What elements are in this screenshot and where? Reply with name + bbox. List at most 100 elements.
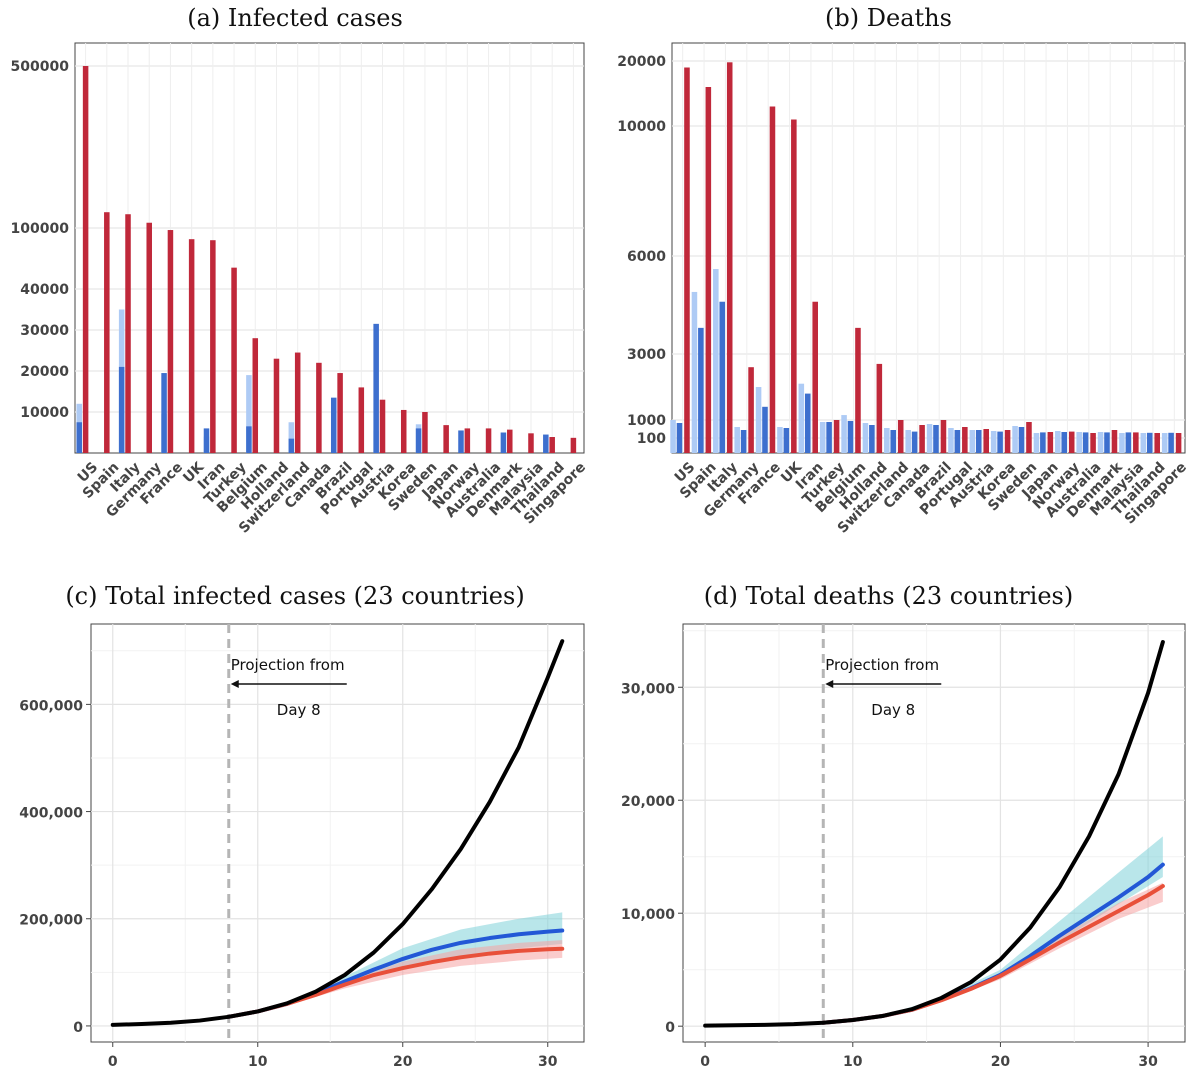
bar-france-2 bbox=[769, 106, 776, 453]
bar-australia-2 bbox=[1090, 433, 1096, 453]
bar-iran-1 bbox=[203, 428, 210, 453]
chart-c-title: (c) Total infected cases (23 countries) bbox=[65, 582, 525, 610]
bar-germany-2 bbox=[748, 367, 754, 453]
bar-canada-2 bbox=[919, 425, 925, 453]
bar-norway-1 bbox=[458, 430, 464, 453]
y-tick-label: 6000 bbox=[627, 249, 666, 265]
bar-denmark-2 bbox=[1111, 430, 1118, 453]
y-tick-label: 1000 bbox=[627, 413, 666, 429]
bar-holland-2 bbox=[876, 363, 883, 453]
plot-panel bbox=[671, 42, 1186, 454]
bar-us-2 bbox=[82, 66, 89, 453]
bar-belgium-2 bbox=[855, 327, 861, 453]
y-tick-label: 200,000 bbox=[19, 913, 83, 929]
annotation-line-1: Projection from bbox=[231, 656, 345, 674]
bar-italy-1 bbox=[719, 301, 726, 453]
bar-korea-1 bbox=[997, 431, 1003, 453]
bar-france-0 bbox=[755, 387, 762, 453]
bar-switzerland-2 bbox=[897, 420, 904, 453]
bar-iran-1 bbox=[804, 393, 811, 453]
y-tick-label: 30,000 bbox=[621, 681, 675, 697]
bar-malaysia-1 bbox=[1125, 432, 1132, 453]
y-tick-label: 600,000 bbox=[19, 698, 83, 714]
bar-japan-2 bbox=[1047, 432, 1054, 453]
y-tick-label: 3000 bbox=[627, 347, 666, 363]
y-tick-label: 0 bbox=[73, 1020, 83, 1036]
x-tick-label: 20 bbox=[393, 1054, 413, 1070]
bar-austria-1 bbox=[373, 323, 379, 453]
bar-thailand-0 bbox=[1140, 433, 1147, 453]
series-line-0 bbox=[703, 640, 1165, 1028]
bar-korea-2 bbox=[400, 409, 407, 453]
bar-singapore-1 bbox=[1168, 432, 1174, 453]
bar-austria-2 bbox=[379, 399, 386, 453]
bar-uk-2 bbox=[791, 119, 797, 453]
bar-denmark-2 bbox=[507, 429, 513, 453]
y-tick-label: 20000 bbox=[617, 54, 666, 70]
y-tick-label: 20000 bbox=[20, 364, 69, 380]
bar-austria-0 bbox=[969, 430, 976, 453]
bar-portugal-0 bbox=[948, 428, 954, 453]
bar-sweden-2 bbox=[422, 412, 428, 453]
bar-thailand-2 bbox=[1154, 433, 1160, 453]
bar-belgium-1 bbox=[847, 421, 854, 453]
x-tick-label: 10 bbox=[843, 1054, 863, 1070]
bar-brazil-1 bbox=[330, 397, 337, 453]
bar-us-2 bbox=[684, 67, 690, 453]
bar-singapore-0 bbox=[1161, 433, 1168, 453]
bar-switzerland-0 bbox=[884, 428, 890, 453]
y-tick-label: 10000 bbox=[617, 119, 666, 135]
bar-canada-0 bbox=[905, 430, 911, 453]
y-tick-label: 10,000 bbox=[621, 907, 675, 923]
bar-norway-1 bbox=[1061, 432, 1068, 453]
bar-thailand-1 bbox=[1146, 432, 1153, 453]
y-tick-label: 500000 bbox=[11, 59, 70, 75]
y-tick-label: 100000 bbox=[11, 221, 70, 237]
bar-malaysia-0 bbox=[1119, 433, 1125, 453]
bar-france-2 bbox=[167, 230, 174, 453]
bar-france-1 bbox=[762, 406, 768, 453]
bar-us-1 bbox=[76, 422, 82, 453]
y-tick-label: 40000 bbox=[20, 282, 69, 298]
bar-brazil-2 bbox=[337, 373, 343, 453]
bar-portugal-2 bbox=[962, 427, 968, 453]
annotation-line-2: Day 8 bbox=[871, 701, 915, 719]
bar-belgium-1 bbox=[246, 426, 252, 453]
bar-korea-0 bbox=[990, 431, 997, 453]
bar-thailand-2 bbox=[549, 437, 555, 453]
bar-brazil-0 bbox=[926, 424, 933, 453]
bar-norway-2 bbox=[464, 428, 471, 453]
y-tick-label: 0 bbox=[665, 1020, 675, 1036]
bar-us-0 bbox=[670, 420, 676, 453]
bar-spain-0 bbox=[691, 291, 698, 453]
bar-japan-1 bbox=[1040, 432, 1046, 453]
bar-spain-1 bbox=[698, 327, 704, 453]
chart-d-total-deaths: 0 10 20 30 0 10,000 20,000 30,000 Projection fro… bbox=[621, 623, 1186, 1070]
bar-italy-0 bbox=[713, 269, 719, 453]
bar-brazil-2 bbox=[940, 420, 947, 453]
bar-belgium-0 bbox=[841, 415, 847, 453]
bar-us-1 bbox=[676, 423, 683, 453]
x-tick-label: 30 bbox=[1138, 1054, 1158, 1070]
bar-switzerland-2 bbox=[294, 352, 301, 453]
bar-austria-2 bbox=[983, 429, 989, 453]
bar-malaysia-2 bbox=[1133, 432, 1139, 453]
bar-canada-1 bbox=[911, 431, 918, 453]
bar-portugal-1 bbox=[954, 430, 961, 453]
x-tick-label: 30 bbox=[538, 1054, 558, 1070]
bar-italy-2 bbox=[726, 62, 733, 454]
bar-switzerland-0 bbox=[288, 422, 295, 453]
annotation-arrow-head bbox=[230, 680, 239, 688]
annotation-arrow-head bbox=[825, 680, 834, 688]
bar-holland-1 bbox=[869, 425, 875, 453]
x-tick-label: 0 bbox=[108, 1054, 118, 1070]
bar-germany-2 bbox=[146, 222, 152, 453]
bar-iran-2 bbox=[812, 301, 818, 453]
bar-iran-0 bbox=[798, 383, 805, 453]
bar-australia-2 bbox=[485, 428, 492, 453]
bar-norway-0 bbox=[1055, 431, 1061, 453]
chart-a-title: (a) Infected cases bbox=[187, 4, 403, 32]
bar-turkey-1 bbox=[826, 422, 832, 453]
bar-sweden-0 bbox=[1012, 426, 1018, 453]
bar-austria-1 bbox=[975, 430, 982, 453]
